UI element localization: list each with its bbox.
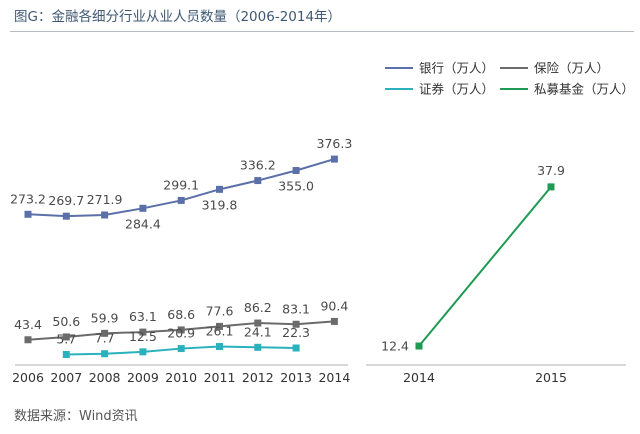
point-bank-2014	[330, 155, 338, 163]
data-label-securities-2010: 20.9	[167, 326, 195, 341]
right-line-chart: 12.4 37.9 2014 2015	[366, 163, 626, 385]
legend-label-bank: 银行（万人）	[419, 61, 494, 76]
point-insurance-2014	[330, 317, 338, 325]
x-tick-2011: 2011	[204, 370, 236, 385]
data-label-insurance-2011: 77.6	[206, 303, 234, 318]
point-securities-2013	[292, 344, 300, 352]
data-label-securities-2008: 7.7	[95, 331, 115, 346]
x-tick-right-2014: 2014	[403, 370, 435, 385]
data-label-securities-2011: 26.1	[206, 324, 234, 339]
x-tick-2006: 2006	[12, 370, 44, 385]
data-label-securities-2013: 22.3	[282, 325, 310, 340]
legend-label-securities: 证券（万人）	[419, 82, 494, 97]
data-label-bank-2011: 319.8	[202, 197, 238, 212]
data-label-bank-2009: 284.4	[125, 216, 161, 231]
x-tick-2008: 2008	[89, 370, 121, 385]
legend-label-private_fund: 私募基金（万人）	[534, 82, 634, 97]
data-label-bank-2012: 336.2	[240, 158, 276, 173]
title-divider	[10, 31, 634, 32]
data-label-securities-2012: 24.1	[244, 324, 272, 339]
x-tick-2007: 2007	[50, 370, 82, 385]
point-insurance-2011	[216, 322, 223, 330]
point-insurance-2012	[254, 319, 262, 327]
x-tick-2010: 2010	[165, 370, 197, 385]
data-label-insurance-2014: 90.4	[320, 298, 348, 313]
point-insurance-2009	[139, 328, 147, 336]
point-private_fund-2014	[415, 342, 423, 350]
chart-title: 图G：金融各细分行业从业人员数量（2006-2014年）	[14, 9, 342, 25]
data-label-insurance-2012: 86.2	[244, 300, 272, 315]
point-bank-2010	[177, 196, 185, 204]
point-bank-2013	[292, 166, 300, 174]
point-securities-2009	[139, 348, 147, 356]
point-bank-2009	[139, 204, 147, 212]
point-insurance-2013	[292, 320, 300, 328]
x-tick-2014: 2014	[318, 370, 350, 385]
point-securities-2010	[177, 345, 185, 353]
point-bank-2008	[101, 211, 109, 219]
point-private_fund-2015	[547, 183, 555, 191]
data-label-securities-2007: 5.7	[56, 332, 76, 347]
point-bank-2012	[254, 177, 262, 185]
data-source-note: 数据来源：Wind资讯	[14, 409, 138, 424]
data-label-insurance-2010: 68.6	[167, 307, 195, 322]
point-securities-2011	[216, 343, 223, 351]
point-insurance-2008	[101, 329, 109, 337]
series-line-private_fund	[418, 186, 552, 347]
data-label-securities-2009: 12.5	[129, 329, 157, 344]
x-tick-2013: 2013	[280, 370, 312, 385]
data-label-bank-2007: 269.7	[48, 193, 84, 208]
data-label-insurance-2009: 63.1	[129, 309, 157, 324]
data-label-bank-2013: 355.0	[278, 178, 314, 193]
point-insurance-2006	[24, 336, 32, 344]
data-label-insurance-2007: 50.6	[52, 314, 80, 329]
point-bank-2007	[62, 212, 70, 220]
x-tick-right-2015: 2015	[535, 370, 567, 385]
data-label-bank-2010: 299.1	[163, 177, 199, 192]
data-label-insurance-2008: 59.9	[91, 310, 119, 325]
point-insurance-2010	[177, 326, 185, 334]
point-insurance-2007	[62, 333, 70, 341]
data-label-insurance-2006: 43.4	[14, 317, 42, 332]
point-bank-2006	[24, 210, 32, 218]
x-tick-2012: 2012	[242, 370, 274, 385]
data-label-insurance-2013: 83.1	[282, 301, 310, 316]
data-label-bank-2006: 273.2	[10, 191, 46, 206]
point-securities-2008	[101, 350, 109, 358]
x-tick-2009: 2009	[127, 370, 159, 385]
point-bank-2011	[216, 185, 223, 193]
data-label-private_fund-2014: 12.4	[381, 339, 409, 354]
data-label-private_fund-2015: 37.9	[537, 163, 565, 178]
legend: 银行（万人） 保险（万人） 证券（万人） 私募基金（万人）	[385, 61, 634, 97]
point-securities-2007	[62, 351, 70, 358]
data-label-bank-2014: 376.3	[317, 136, 353, 151]
data-label-bank-2008: 271.9	[87, 192, 123, 207]
point-securities-2012	[254, 343, 262, 351]
legend-label-insurance: 保险（万人）	[534, 61, 609, 76]
